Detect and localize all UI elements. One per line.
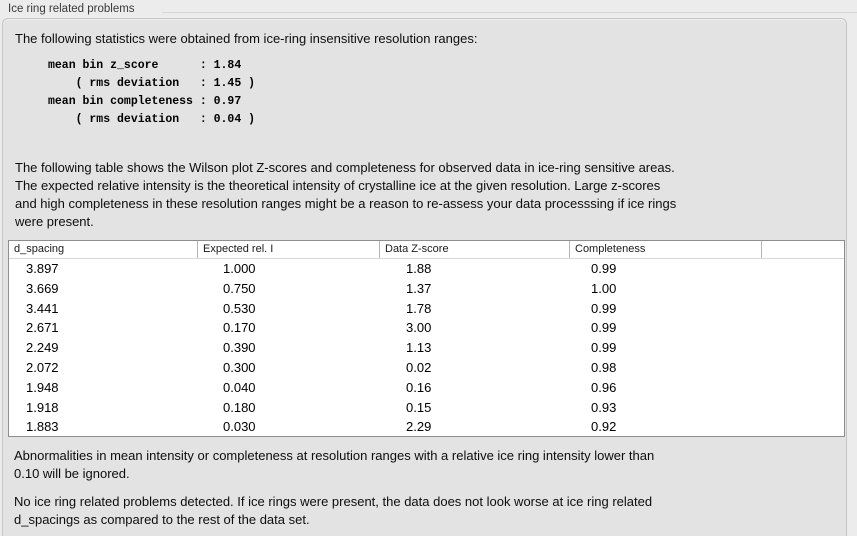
- intro-text: The following statistics were obtained f…: [15, 31, 478, 46]
- table-cell: 1.883: [26, 419, 59, 435]
- table-cell: [761, 318, 844, 338]
- table-header-row: d_spacing Expected rel. I Data Z-score C…: [9, 241, 844, 259]
- table-cell: [761, 279, 844, 299]
- table-row[interactable]: 3.897 1.000 1.88 0.99: [9, 259, 844, 279]
- table-row[interactable]: 3.669 0.750 1.37 1.00: [9, 279, 844, 299]
- table-cell: 0.99: [591, 261, 617, 276]
- table-cell: 0.96: [591, 379, 617, 395]
- table-cell: 0.99: [591, 300, 617, 316]
- table-body: 3.897 1.000 1.88 0.99 3.669 0.750 1.37 1.00 3.44…: [9, 259, 844, 436]
- table-row[interactable]: 2.671 0.170 3.00 0.99: [9, 318, 844, 338]
- table-cell: [761, 299, 844, 319]
- table-description-text: The following table shows the Wilson plo…: [15, 160, 677, 229]
- table-cell: 2.671: [26, 320, 59, 336]
- stats-block: mean bin z_score : 1.84 ( rms deviation …: [48, 59, 256, 126]
- table-cell: [761, 378, 844, 398]
- section-title: Ice ring related problems: [8, 3, 135, 15]
- table-row[interactable]: 2.072 0.300 0.02 0.98: [9, 358, 844, 378]
- section-title-rule: [162, 12, 857, 13]
- table-row[interactable]: 3.441 0.530 1.78 0.99: [9, 299, 844, 319]
- table-cell: 0.300: [223, 359, 256, 375]
- table-cell: 0.15: [406, 399, 432, 415]
- table-cell: 1.948: [26, 379, 59, 395]
- table-cell: [761, 358, 844, 378]
- table-row[interactable]: 2.249 0.390 1.13 0.99: [9, 338, 844, 358]
- column-header-completeness[interactable]: Completeness: [569, 241, 761, 258]
- table-cell: 0.030: [223, 419, 256, 435]
- table-cell: 0.93: [591, 399, 617, 415]
- column-header-data-z-score[interactable]: Data Z-score: [379, 241, 569, 258]
- ice-ring-panel: The following statistics were obtained f…: [2, 18, 847, 536]
- table-cell: 1.37: [406, 280, 432, 296]
- table-cell: 3.00: [406, 320, 432, 336]
- table-cell: 0.16: [406, 379, 432, 395]
- table-cell: 0.530: [223, 300, 256, 316]
- table-cell: 2.249: [26, 340, 59, 356]
- table-cell: 2.29: [406, 419, 432, 435]
- table-cell: 3.441: [26, 300, 59, 316]
- table-row[interactable]: 1.918 0.180 0.15 0.93: [9, 398, 844, 418]
- table-cell: 0.98: [591, 359, 617, 375]
- table-cell: 0.02: [406, 359, 432, 375]
- table-cell: 0.99: [591, 340, 617, 356]
- table-cell: 0.180: [223, 399, 256, 415]
- table-cell: 0.040: [223, 379, 256, 395]
- table-cell: 0.390: [223, 340, 256, 356]
- table-row[interactable]: 1.948 0.040 0.16 0.96: [9, 378, 844, 398]
- table-cell: [761, 417, 844, 436]
- table-cell: 0.750: [223, 280, 256, 296]
- table-cell: 1.88: [406, 261, 432, 276]
- column-header-d-spacing[interactable]: d_spacing: [14, 243, 65, 255]
- column-header-spacer: [761, 241, 844, 258]
- table-row[interactable]: 1.883 0.030 2.29 0.92: [9, 417, 844, 436]
- conclusion-text: No ice ring related problems detected. I…: [14, 494, 653, 527]
- table-cell: 3.897: [26, 261, 59, 276]
- table-cell: [761, 338, 844, 358]
- table-cell: 1.000: [223, 261, 256, 276]
- table-cell: 1.918: [26, 399, 59, 415]
- table-cell: 1.78: [406, 300, 432, 316]
- table-cell: [761, 398, 844, 418]
- table-cell: 3.669: [26, 280, 59, 296]
- table-cell: 0.170: [223, 320, 256, 336]
- table-cell: 2.072: [26, 359, 59, 375]
- ice-ring-table: d_spacing Expected rel. I Data Z-score C…: [8, 240, 845, 437]
- table-cell: 1.13: [406, 340, 432, 356]
- column-header-expected-rel-i[interactable]: Expected rel. I: [197, 241, 379, 258]
- table-cell: 1.00: [591, 280, 617, 296]
- table-cell: 0.99: [591, 320, 617, 336]
- table-cell: [761, 259, 844, 279]
- table-cell: 0.92: [591, 419, 617, 435]
- ignore-note-text: Abnormalities in mean intensity or compl…: [14, 448, 655, 481]
